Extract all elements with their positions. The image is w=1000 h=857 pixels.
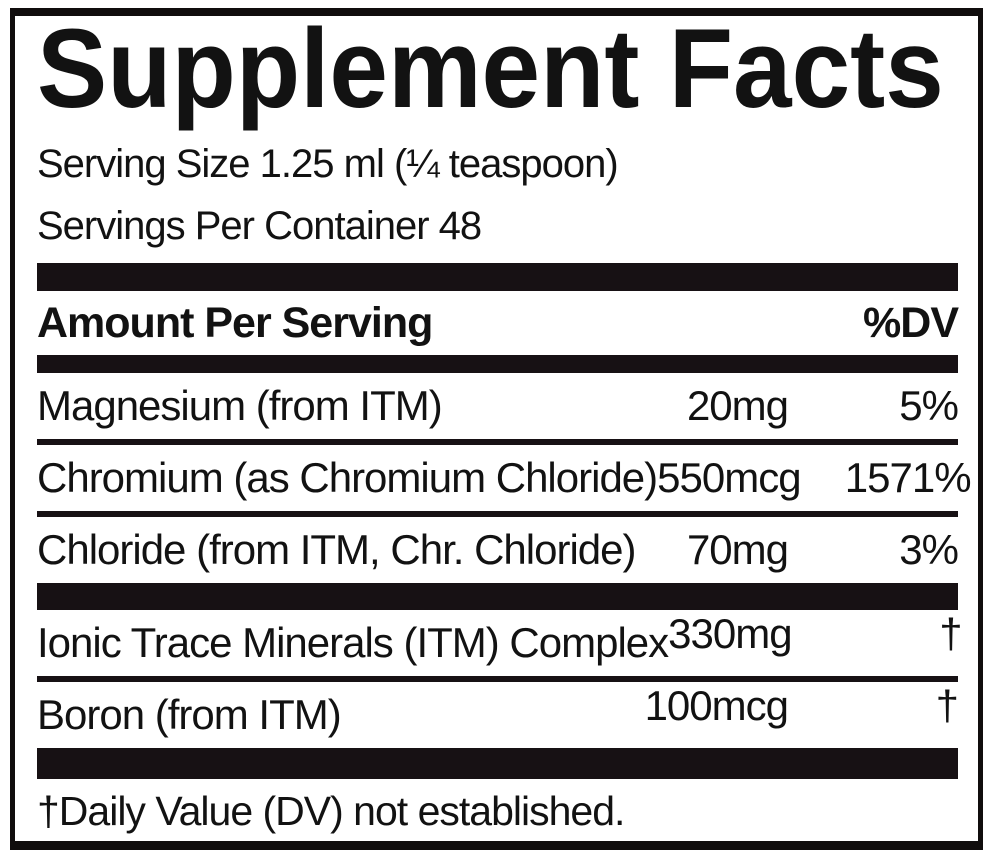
nutrient-dv: 5%: [899, 382, 959, 430]
supplement-facts-label: Supplement Facts Serving Size 1.25 ml (¼…: [10, 8, 983, 850]
nutrient-dv: 1571%: [844, 454, 972, 502]
nutrient-amount: 100mcg: [644, 682, 789, 730]
divider-bar-bottom: [37, 748, 958, 780]
nutrient-row-boron: Boron (from ITM) 100mcg †: [37, 682, 959, 748]
nutrient-dv-dagger: †: [939, 610, 962, 658]
daily-value-footnote: †Daily Value (DV) not established.: [37, 788, 625, 835]
nutrient-amount: 20mg: [686, 382, 789, 430]
row-separator: [37, 439, 958, 446]
servings-per-container-text: Servings Per Container 48: [37, 204, 482, 249]
nutrient-dv: 3%: [899, 526, 959, 574]
percent-dv-header: %DV: [863, 299, 959, 348]
divider-bar-middle: [37, 583, 958, 611]
table-header-row: Amount Per Serving %DV: [37, 291, 959, 355]
nutrient-amount: 70mg: [686, 526, 789, 574]
nutrient-row-chromium: Chromium (as Chromium Chloride) 550mcg 1…: [37, 445, 972, 511]
amount-per-serving-header: Amount Per Serving: [37, 299, 433, 348]
nutrient-row-chloride: Chloride (from ITM, Chr. Chloride) 70mg …: [37, 517, 959, 583]
nutrient-name: Chromium (as Chromium Chloride): [37, 454, 658, 502]
nutrient-row-magnesium: Magnesium (from ITM) 20mg 5%: [37, 373, 959, 439]
divider-bar-top: [37, 263, 958, 292]
nutrient-name: Chloride (from ITM, Chr. Chloride): [37, 526, 636, 574]
row-separator: [37, 676, 958, 683]
nutrient-dv-dagger: †: [935, 682, 959, 730]
nutrient-name: Ionic Trace Minerals (ITM) Complex: [37, 619, 669, 667]
nutrient-name: Boron (from ITM): [37, 691, 342, 739]
serving-size-text: Serving Size 1.25 ml (¼ teaspoon): [37, 142, 619, 187]
label-title-text: Supplement Facts: [37, 6, 944, 131]
label-title: Supplement Facts: [37, 6, 958, 131]
nutrient-row-itm-complex: Ionic Trace Minerals (ITM) Complex 330mg…: [37, 610, 963, 676]
nutrient-amount: 550mcg: [657, 454, 801, 502]
nutrient-amount: 330mg: [668, 610, 792, 658]
divider-bar-header: [37, 355, 958, 374]
nutrient-name: Magnesium (from ITM): [37, 382, 443, 430]
row-separator: [37, 511, 958, 518]
